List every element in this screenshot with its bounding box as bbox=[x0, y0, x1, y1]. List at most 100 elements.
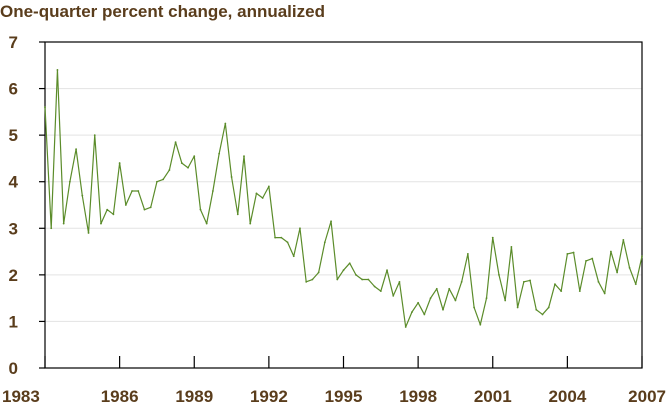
y-tick-label: 5 bbox=[9, 126, 18, 145]
data-point bbox=[236, 213, 239, 216]
y-axis-ticks: 0 1 2 3 4 5 6 7 bbox=[9, 33, 45, 378]
data-point bbox=[156, 180, 158, 183]
gridlines bbox=[45, 88, 642, 322]
data-point bbox=[261, 197, 264, 199]
data-point bbox=[62, 222, 65, 225]
data-point bbox=[267, 185, 270, 188]
data-point bbox=[193, 155, 196, 158]
data-point bbox=[454, 299, 457, 302]
data-point bbox=[286, 241, 289, 244]
data-point bbox=[280, 236, 283, 239]
data-point bbox=[541, 313, 544, 316]
y-tick-label: 2 bbox=[9, 266, 18, 285]
data-point bbox=[460, 280, 463, 283]
y-tick-label: 0 bbox=[9, 359, 18, 378]
data-point bbox=[634, 283, 637, 286]
data-point bbox=[292, 255, 295, 258]
data-point bbox=[255, 192, 258, 195]
data-point bbox=[591, 257, 594, 260]
data-point bbox=[560, 290, 563, 293]
data-point bbox=[212, 190, 214, 192]
data-point bbox=[44, 106, 46, 109]
data-point bbox=[510, 246, 513, 248]
data-point bbox=[355, 273, 357, 276]
data-point bbox=[149, 206, 152, 209]
data-point bbox=[305, 280, 308, 283]
data-point bbox=[473, 306, 475, 309]
data-point bbox=[168, 169, 171, 171]
data-point bbox=[628, 266, 631, 269]
data-point bbox=[504, 299, 507, 302]
x-tick-label: 2004 bbox=[548, 387, 586, 406]
data-point bbox=[578, 290, 581, 293]
x-tick-label: 2001 bbox=[474, 387, 512, 406]
data-point bbox=[299, 227, 301, 230]
data-point bbox=[323, 241, 326, 244]
x-tick-label: 1989 bbox=[175, 387, 213, 406]
data-point bbox=[274, 236, 276, 239]
data-point bbox=[547, 306, 550, 309]
data-point bbox=[466, 253, 469, 255]
data-point bbox=[417, 301, 420, 304]
data-point bbox=[373, 285, 376, 288]
data-point bbox=[118, 162, 121, 164]
chart-title: One-quarter percent change, annualized bbox=[0, 2, 325, 21]
data-point bbox=[230, 176, 233, 178]
data-point bbox=[566, 253, 569, 255]
data-point bbox=[100, 222, 102, 225]
data-point bbox=[81, 194, 84, 197]
series-line bbox=[44, 69, 643, 328]
data-point bbox=[572, 251, 575, 254]
data-point bbox=[411, 311, 413, 314]
data-point bbox=[535, 308, 538, 311]
data-point bbox=[224, 122, 227, 125]
data-point bbox=[442, 308, 444, 311]
x-tick-label: 1986 bbox=[101, 387, 139, 406]
data-point bbox=[479, 323, 482, 326]
x-tick-label: 1983 bbox=[2, 387, 40, 406]
data-point bbox=[485, 297, 488, 300]
data-point bbox=[367, 278, 370, 281]
data-point bbox=[597, 280, 600, 283]
data-point bbox=[311, 278, 314, 281]
x-tick-label: 2007 bbox=[628, 387, 666, 406]
data-point bbox=[379, 290, 382, 293]
y-tick-label: 7 bbox=[9, 33, 18, 52]
data-point bbox=[180, 162, 183, 164]
data-point bbox=[622, 239, 625, 241]
data-point bbox=[448, 287, 451, 290]
x-tick-label: 1992 bbox=[250, 387, 288, 406]
data-point bbox=[317, 271, 320, 274]
data-point bbox=[361, 278, 364, 281]
y-tick-label: 3 bbox=[9, 219, 18, 238]
data-point bbox=[491, 236, 494, 239]
data-point bbox=[205, 222, 208, 225]
data-point bbox=[50, 227, 53, 230]
data-point bbox=[522, 280, 525, 283]
data-point bbox=[392, 294, 395, 297]
data-point bbox=[124, 204, 127, 206]
data-point bbox=[112, 213, 115, 216]
data-point bbox=[218, 152, 221, 155]
data-point bbox=[93, 134, 96, 137]
data-point bbox=[429, 297, 432, 300]
data-point bbox=[162, 178, 165, 181]
data-point bbox=[143, 208, 146, 211]
data-point bbox=[87, 232, 90, 234]
data-point bbox=[68, 180, 71, 183]
data-point bbox=[137, 190, 140, 192]
data-point bbox=[174, 141, 177, 144]
data-point bbox=[516, 306, 519, 309]
data-point bbox=[610, 250, 612, 253]
data-point bbox=[348, 262, 351, 265]
data-point bbox=[404, 326, 407, 328]
y-tick-label: 6 bbox=[9, 80, 18, 99]
data-point bbox=[435, 287, 438, 290]
data-point bbox=[249, 222, 252, 225]
y-tick-label: 4 bbox=[9, 173, 19, 192]
plot-frame bbox=[44, 41, 643, 369]
data-point bbox=[641, 255, 643, 258]
data-point bbox=[75, 148, 77, 151]
data-point bbox=[243, 155, 245, 158]
data-point bbox=[398, 280, 401, 283]
